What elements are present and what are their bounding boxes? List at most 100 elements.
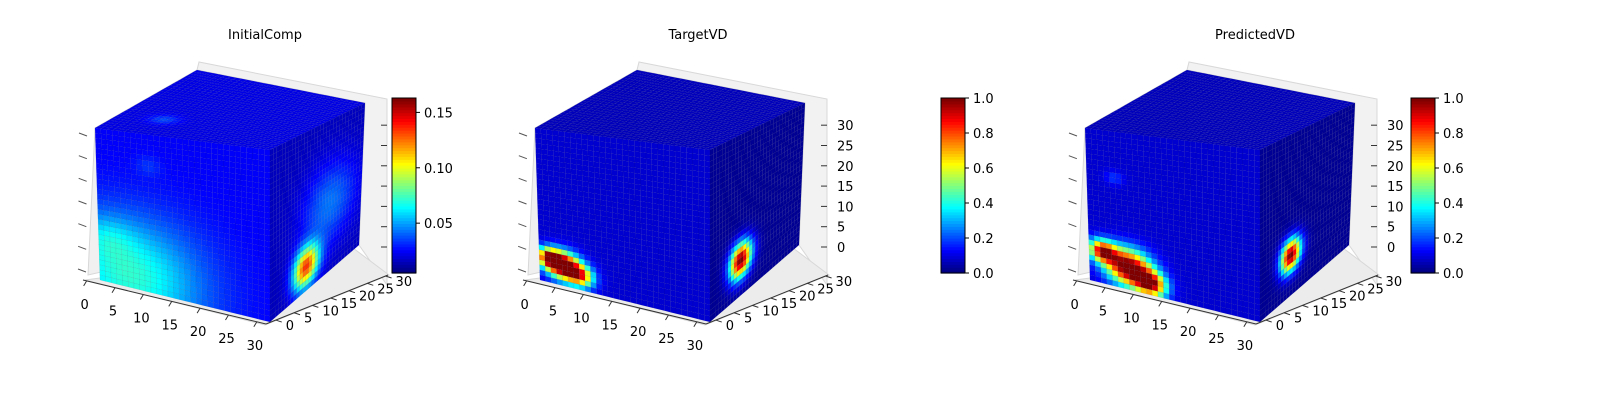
voxel: [611, 164, 618, 171]
voxel: [546, 139, 554, 146]
voxel: [704, 194, 711, 202]
voxel: [669, 161, 676, 169]
voxel: [176, 159, 184, 167]
voxel: [124, 147, 131, 154]
voxel: [194, 194, 201, 202]
voxel: [692, 164, 699, 172]
voxel: [106, 129, 113, 136]
voxel: [223, 143, 230, 151]
voxel: [199, 146, 207, 154]
z-tick-mark: [78, 132, 88, 137]
voxel: [622, 138, 629, 146]
voxel: [622, 171, 630, 178]
voxel: [640, 168, 647, 176]
voxel: [652, 192, 659, 199]
voxel: [229, 189, 236, 197]
voxel: [663, 182, 670, 190]
voxel: [205, 158, 213, 165]
voxel: [247, 310, 254, 318]
voxel: [246, 192, 253, 199]
voxel: [229, 161, 236, 169]
voxel: [686, 180, 693, 188]
voxel: [130, 147, 137, 155]
voxel: [605, 173, 612, 181]
voxel: [605, 147, 612, 154]
voxel: [663, 160, 670, 168]
voxel: [675, 179, 682, 186]
voxel: [165, 179, 172, 186]
voxel: [246, 186, 253, 194]
voxel: [200, 168, 207, 176]
voxel: [258, 228, 265, 236]
x-tick-label: 0: [81, 298, 89, 313]
y-tick-label: 5: [304, 312, 312, 327]
voxel: [692, 181, 699, 189]
voxel: [258, 222, 265, 230]
x-tick-label: 25: [218, 332, 235, 347]
voxel: [258, 233, 265, 241]
voxel: [698, 233, 705, 241]
voxel: [576, 179, 584, 187]
voxel: [258, 154, 265, 161]
voxel: [159, 178, 167, 185]
voxel: [552, 140, 559, 147]
voxel: [599, 173, 606, 180]
voxel: [176, 148, 183, 156]
voxel: [188, 172, 195, 179]
voxel: [94, 127, 102, 134]
voxel: [651, 181, 659, 188]
voxel: [258, 171, 265, 178]
voxel: [118, 156, 126, 163]
voxel: [170, 148, 178, 155]
voxel: [264, 211, 271, 219]
voxel: [692, 192, 699, 200]
voxel: [628, 150, 635, 157]
voxel: [646, 174, 653, 182]
voxel: [535, 132, 542, 140]
y-tick-label: 25: [377, 282, 394, 297]
voxel: [252, 187, 259, 195]
voxel: [234, 162, 242, 169]
voxel: [599, 178, 607, 185]
voxel: [240, 163, 247, 170]
voxel: [171, 164, 178, 171]
voxel: [651, 142, 658, 150]
voxel: [570, 147, 577, 155]
voxel: [634, 194, 641, 202]
voxel: [264, 149, 271, 156]
voxel: [610, 137, 617, 144]
voxel: [628, 166, 635, 174]
voxel: [628, 145, 635, 152]
voxel: [704, 211, 711, 219]
voxel: [264, 314, 271, 323]
voxel: [541, 159, 548, 166]
voxel: [124, 152, 131, 159]
y-tick-label: 15: [341, 297, 358, 312]
voxel: [599, 141, 606, 148]
voxel: [680, 163, 687, 170]
voxel: [534, 127, 542, 134]
voxel: [136, 179, 144, 187]
voxel: [704, 200, 711, 208]
voxel: [235, 190, 242, 198]
voxel: [176, 165, 184, 172]
voxel: [674, 167, 682, 175]
voxel: [535, 143, 542, 150]
voxel: [669, 183, 676, 191]
voxel: [541, 138, 548, 145]
voxel: [640, 179, 647, 186]
y-tick-mark: [330, 297, 337, 301]
voxel: [147, 139, 154, 147]
voxel: [692, 209, 699, 217]
voxel: [605, 163, 612, 170]
voxel: [211, 181, 219, 188]
voxel: [698, 159, 705, 167]
voxel: [211, 175, 218, 183]
voxel: [153, 151, 160, 158]
panel-2: 0 5 10 15 20 25 300 5 10 15 20 25 30051015202530Targ…: [517, 28, 994, 354]
voxel: [264, 171, 271, 179]
voxel: [569, 137, 577, 144]
voxel: [634, 162, 641, 169]
voxel: [142, 154, 149, 162]
voxel: [182, 138, 189, 146]
